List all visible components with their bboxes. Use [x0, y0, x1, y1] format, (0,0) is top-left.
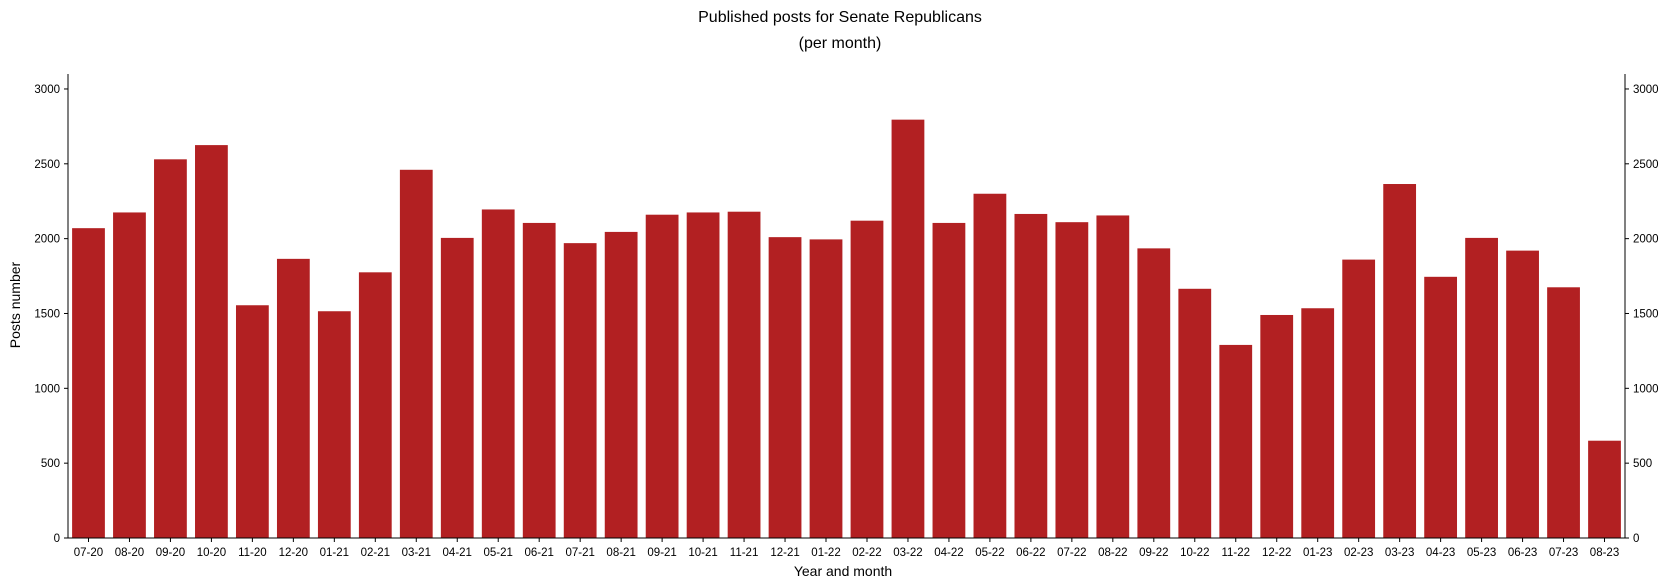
x-tick-label: 08-23 — [1590, 547, 1619, 559]
x-tick-label: 05-22 — [975, 547, 1004, 559]
x-tick-label: 01-23 — [1303, 547, 1332, 559]
x-tick-label: 07-23 — [1549, 547, 1578, 559]
bar-04-21 — [440, 237, 474, 538]
bar-03-21 — [399, 169, 433, 539]
y-axis-label: Posts number — [7, 261, 23, 348]
bar-11-20 — [235, 305, 269, 538]
x-tick-label: 07-20 — [74, 547, 103, 559]
x-tick-label: 08-20 — [115, 547, 144, 559]
x-tick-label: 04-21 — [443, 547, 472, 559]
x-tick-label: 10-22 — [1180, 547, 1209, 559]
y-tick-label-left: 2000 — [34, 234, 60, 246]
x-tick-label: 08-22 — [1098, 547, 1127, 559]
x-tick-label: 03-22 — [893, 547, 922, 559]
y-tick-label-right: 3000 — [1633, 84, 1659, 96]
x-tick-label: 10-20 — [197, 547, 226, 559]
y-tick-label-right: 500 — [1633, 458, 1652, 470]
bar-09-22 — [1137, 248, 1171, 538]
x-tick-label: 06-21 — [524, 547, 553, 559]
bar-10-21 — [686, 212, 720, 538]
bar-02-23 — [1342, 259, 1376, 538]
x-tick-label: 09-20 — [156, 547, 185, 559]
bar-08-22 — [1096, 215, 1130, 538]
y-tick-label-right: 2000 — [1633, 234, 1659, 246]
x-tick-label: 07-21 — [565, 547, 594, 559]
bar-08-21 — [604, 231, 638, 538]
x-tick-label: 04-22 — [934, 547, 963, 559]
bar-09-21 — [645, 214, 679, 538]
x-tick-label: 06-22 — [1016, 547, 1045, 559]
bars-group — [72, 119, 1621, 539]
y-tick-label-left: 2500 — [34, 159, 60, 171]
x-tick-label: 07-22 — [1057, 547, 1086, 559]
y-tick-label-left: 0 — [54, 533, 60, 545]
bar-06-23 — [1506, 250, 1539, 538]
x-tick-label: 01-21 — [320, 547, 349, 559]
y-tick-label-right: 1000 — [1633, 383, 1659, 395]
x-tick-label: 05-21 — [484, 547, 513, 559]
y-tick-label-left: 3000 — [34, 84, 60, 96]
bar-07-21 — [563, 243, 597, 538]
bar-06-21 — [522, 222, 556, 538]
bar-10-22 — [1178, 288, 1212, 538]
bar-12-21 — [768, 237, 802, 538]
y-tick-label-left: 1000 — [34, 383, 60, 395]
bar-03-23 — [1383, 184, 1417, 538]
bar-06-22 — [1014, 213, 1048, 538]
x-tick-label: 08-21 — [606, 547, 635, 559]
bar-07-22 — [1055, 222, 1089, 538]
bar-02-22 — [850, 220, 884, 538]
x-tick-label: 09-22 — [1139, 547, 1168, 559]
x-tick-label: 12-21 — [770, 547, 799, 559]
x-tick-label: 03-23 — [1385, 547, 1414, 559]
bar-01-21 — [317, 311, 351, 538]
x-tick-label: 02-22 — [852, 547, 881, 559]
y-tick-label-right: 2500 — [1633, 159, 1659, 171]
bar-05-22 — [973, 193, 1007, 539]
bar-07-23 — [1547, 287, 1580, 538]
axes-group: 07-20 08-20 09-20 10-20 11-20 12-20 01-21 02-21… — [34, 74, 1659, 559]
bar-02-21 — [358, 272, 392, 538]
bar-01-23 — [1301, 308, 1335, 538]
x-tick-label: 05-23 — [1467, 547, 1496, 559]
bar-11-21 — [727, 211, 761, 538]
x-tick-label: 12-20 — [279, 547, 308, 559]
x-tick-label: 11-20 — [238, 547, 267, 559]
y-tick-label-right: 0 — [1633, 533, 1639, 545]
y-tick-label-right: 1500 — [1633, 308, 1659, 320]
y-tick-label-left: 500 — [41, 458, 60, 470]
bar-08-20 — [113, 212, 146, 538]
bar-03-22 — [891, 119, 925, 539]
x-tick-label: 02-21 — [361, 547, 390, 559]
x-tick-label: 04-23 — [1426, 547, 1455, 559]
x-tick-label: 01-22 — [811, 547, 840, 559]
x-tick-label: 03-21 — [402, 547, 431, 559]
y-tick-label-left: 1500 — [34, 308, 60, 320]
x-tick-label: 10-21 — [688, 547, 717, 559]
bar-08-23 — [1588, 440, 1621, 538]
bar-09-20 — [154, 159, 187, 538]
x-tick-label: 12-22 — [1262, 547, 1291, 559]
bar-07-20 — [72, 228, 105, 539]
bar-12-22 — [1260, 314, 1294, 538]
bar-11-22 — [1219, 344, 1253, 538]
bar-10-20 — [195, 145, 228, 538]
bar-05-21 — [481, 209, 515, 538]
bar-04-23 — [1424, 276, 1458, 538]
x-tick-label: 09-21 — [647, 547, 676, 559]
x-tick-label: 06-23 — [1508, 547, 1537, 559]
x-tick-label: 11-22 — [1221, 547, 1250, 559]
bar-12-20 — [276, 258, 310, 538]
bar-05-23 — [1465, 237, 1498, 538]
chart-title: Published posts for Senate Republicans — [698, 9, 982, 26]
x-tick-label: 11-21 — [730, 547, 759, 559]
x-tick-label: 02-23 — [1344, 547, 1373, 559]
bar-04-22 — [932, 222, 966, 538]
x-axis-label: Year and month — [794, 563, 892, 579]
bar-01-22 — [809, 239, 843, 538]
chart-subtitle: (per month) — [799, 35, 882, 52]
